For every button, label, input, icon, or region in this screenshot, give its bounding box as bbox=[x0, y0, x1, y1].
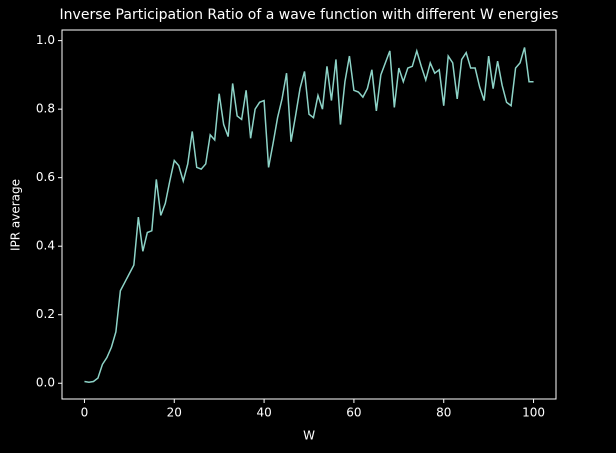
data-line bbox=[84, 47, 534, 383]
chart-title: Inverse Participation Ratio of a wave fu… bbox=[60, 7, 559, 23]
y-tick-label: 0.6 bbox=[36, 170, 55, 184]
x-tick-label: 40 bbox=[256, 406, 271, 420]
y-tick-label: 0.0 bbox=[36, 376, 55, 390]
x-tick-label: 80 bbox=[436, 406, 451, 420]
x-tick-label: 20 bbox=[167, 406, 182, 420]
y-tick-label: 1.0 bbox=[36, 33, 55, 47]
y-tick-label: 0.4 bbox=[36, 239, 55, 253]
axes-frame bbox=[61, 29, 557, 400]
y-axis-label: IPR average bbox=[9, 179, 23, 251]
x-tick-label: 60 bbox=[346, 406, 361, 420]
y-tick-label: 0.2 bbox=[36, 307, 55, 321]
x-axis-label: W bbox=[303, 429, 315, 443]
y-tick-label: 0.8 bbox=[36, 102, 55, 116]
x-tick-label: 0 bbox=[81, 406, 89, 420]
x-tick-label: 100 bbox=[522, 406, 545, 420]
